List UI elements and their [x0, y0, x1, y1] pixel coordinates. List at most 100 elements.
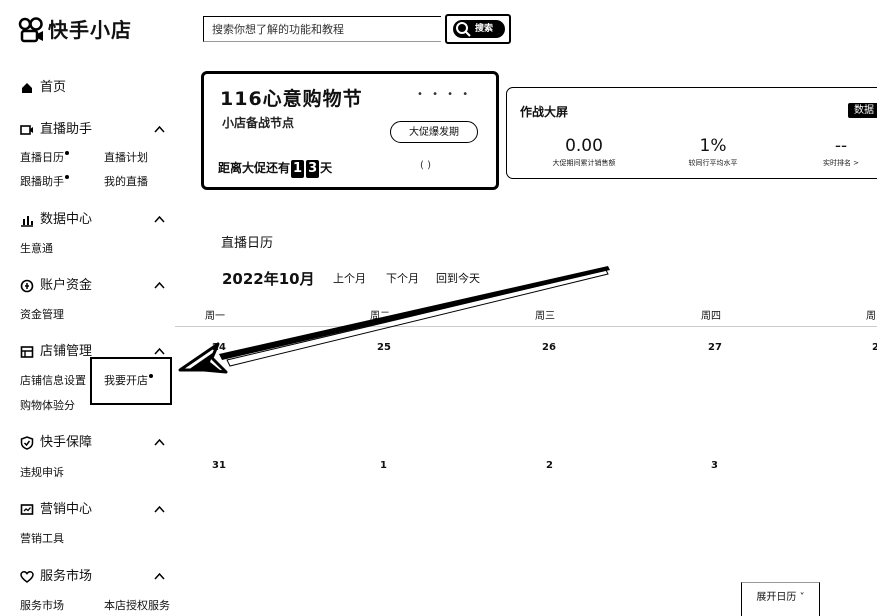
sidebar-item-follow-assistant[interactable]: 跟播助手	[20, 175, 69, 189]
sidebar-group-label: 服务市场	[40, 569, 93, 584]
weekday-header: 周	[866, 311, 876, 322]
expand-calendar-label: 展开日历	[756, 592, 797, 603]
calendar-day[interactable]: 2	[872, 342, 877, 353]
calendar-day[interactable]: 25	[377, 342, 391, 353]
sidebar-group-data-center[interactable]: 数据中心	[20, 211, 170, 229]
weekday-header: 周二	[370, 311, 390, 322]
sidebar-item-live-calendar[interactable]: 直播日历	[20, 151, 69, 165]
calendar-day[interactable]: 3	[711, 460, 718, 471]
weekday-header: 周一	[205, 311, 225, 322]
search-input[interactable]	[204, 17, 449, 41]
metric-value: 0.00	[565, 136, 603, 156]
sidebar-group-marketing-center[interactable]: 营销中心	[20, 501, 170, 519]
sidebar-item-violation-appeal[interactable]: 违规申诉	[20, 466, 64, 479]
search-box	[203, 16, 449, 42]
sidebar-item-funds-management[interactable]: 资金管理	[20, 308, 64, 321]
search-button-label: 搜索	[475, 24, 494, 34]
sidebar-item-live-plan[interactable]: 直播计划	[104, 151, 148, 164]
sidebar-group-label: 数据中心	[40, 212, 93, 227]
chevron-up-icon	[154, 215, 165, 223]
logo-text: 快手小店	[48, 18, 132, 42]
sidebar-item-my-live[interactable]: 我的直播	[104, 175, 148, 188]
sidebar-item-authorized-services[interactable]: 本店授权服务	[104, 599, 170, 612]
kuaishou-logo-icon	[18, 17, 43, 43]
promo-banner[interactable]: 116心意购物节 小店备战节点 • • • • 大促爆发期 距离大促还有 1 3 天 …	[201, 71, 499, 190]
search-icon	[456, 22, 471, 37]
chevron-up-icon	[154, 125, 165, 133]
sidebar-item-service-market[interactable]: 服务市场	[20, 599, 64, 612]
shield-icon	[20, 436, 34, 450]
promo-subtitle: 小店备战节点	[222, 116, 295, 130]
wallet-icon	[20, 279, 34, 293]
sidebar-item-home[interactable]: 首页	[20, 79, 170, 97]
countdown-digit: 3	[306, 160, 320, 178]
calendar-day[interactable]: 2	[546, 460, 553, 471]
sidebar-group-label: 店铺管理	[40, 344, 93, 359]
sidebar-group-service-market[interactable]: 服务市场	[20, 568, 170, 586]
expand-calendar-button[interactable]: 展开日历 ˅	[741, 582, 820, 616]
promo-dots: • • • •	[417, 89, 472, 100]
prev-month-link[interactable]: 上个月	[333, 272, 366, 285]
sidebar-item-label: 首页	[40, 80, 67, 95]
sidebar-group-store-management[interactable]: 店铺管理	[20, 343, 170, 361]
home-icon	[22, 83, 32, 93]
promo-title: 116心意购物节	[220, 88, 363, 110]
promo-mark: ( )	[420, 160, 431, 171]
sidebar-group-label: 账户资金	[40, 278, 93, 293]
next-month-link[interactable]: 下个月	[386, 272, 419, 285]
metric-value: --	[834, 136, 848, 156]
calendar-day[interactable]: 27	[708, 342, 722, 353]
metric-value: 1%	[699, 136, 727, 156]
war-room-card[interactable]: 作战大屏 数据 0.00 大促期间累计销售额 1% 较同行平均水平 -- 实时排…	[506, 87, 877, 179]
notification-dot	[65, 175, 69, 179]
calendar-day[interactable]: 26	[542, 342, 556, 353]
calendar-divider	[175, 326, 877, 327]
countdown-prefix: 距离大促还有	[218, 161, 291, 175]
sidebar-group-account-funds[interactable]: 账户资金	[20, 277, 170, 295]
countdown-digit: 1	[291, 160, 305, 178]
metric-label: 大促期间累计销售额	[552, 159, 616, 167]
promo-stage-button[interactable]: 大促爆发期	[390, 121, 478, 143]
chevron-up-icon	[154, 505, 165, 513]
chevron-down-icon: ˅	[796, 592, 805, 603]
store-icon	[20, 346, 34, 358]
promo-countdown: 距离大促还有 1 3 天	[218, 159, 332, 178]
weekday-header: 周四	[701, 311, 721, 322]
bar-chart-icon	[21, 216, 33, 227]
marketing-icon	[20, 504, 34, 515]
sidebar-item-store-info-settings[interactable]: 店铺信息设置	[20, 374, 86, 387]
chevron-up-icon	[154, 572, 165, 580]
sidebar-item-shengyitong[interactable]: 生意通	[20, 242, 53, 255]
calendar-day[interactable]: 24	[212, 342, 226, 353]
sidebar-group-label: 营销中心	[40, 502, 93, 517]
sidebar-group-live-assistant[interactable]: 直播助手	[20, 121, 170, 139]
camera-icon	[20, 125, 33, 135]
sidebar-item-label: 我要开店	[104, 374, 148, 387]
weekday-header: 周三	[535, 311, 555, 322]
notification-dot	[149, 374, 153, 378]
today-link[interactable]: 回到今天	[436, 272, 480, 285]
metric-ranking[interactable]: -- 实时排名 >	[781, 136, 877, 168]
calendar-month: 2022年10月	[222, 270, 315, 288]
notification-dot	[65, 151, 69, 155]
heart-icon	[20, 571, 34, 583]
sidebar-group-kuaishou-guarantee[interactable]: 快手保障	[20, 434, 170, 452]
chevron-up-icon	[154, 347, 165, 355]
war-room-tag[interactable]: 数据	[848, 103, 877, 118]
sidebar-group-label: 快手保障	[40, 435, 93, 450]
sidebar-item-label: 直播日历	[20, 151, 64, 164]
search-button[interactable]: 搜索	[445, 14, 511, 44]
calendar-day[interactable]: 31	[212, 460, 226, 471]
calendar-day[interactable]: 1	[380, 460, 387, 471]
countdown-suffix: 天	[320, 161, 333, 175]
metric-label: 实时排名 >	[822, 159, 860, 167]
sidebar-item-open-store[interactable]: 我要开店	[104, 374, 153, 388]
sidebar-group-label: 直播助手	[40, 122, 93, 137]
sidebar-item-marketing-tools[interactable]: 营销工具	[20, 532, 64, 545]
metric-comparison: 1% 较同行平均水平	[653, 136, 773, 168]
sidebar-item-label: 跟播助手	[20, 175, 64, 188]
highlight-box	[90, 357, 172, 405]
war-room-title: 作战大屏	[520, 105, 569, 119]
metric-sales: 0.00 大促期间累计销售额	[524, 136, 644, 168]
sidebar-item-shopping-experience-score[interactable]: 购物体验分	[20, 399, 75, 412]
